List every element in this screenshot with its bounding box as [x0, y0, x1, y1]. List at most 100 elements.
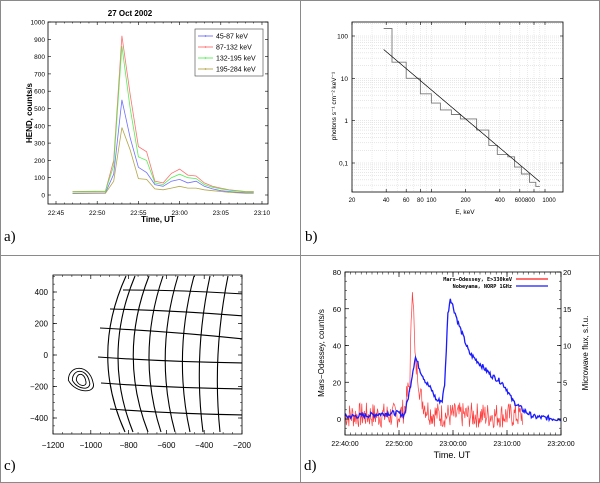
panel-label-a: a): [4, 229, 16, 245]
plot-b-ytick-label: 0,1: [339, 161, 348, 168]
plot-c-xtick-label: −1200: [42, 441, 65, 450]
plot-a-legend-label: 132-195 keV: [216, 56, 256, 63]
plot-b-ytick-label: 100: [337, 34, 348, 41]
plot-a-legend-label: 87-132 keV: [216, 45, 252, 52]
plot-c-solar-grid: [97, 275, 242, 433]
plot-b-xtick-label: 400: [495, 198, 506, 204]
plot-c-ytick-label: −400: [30, 414, 49, 423]
plot-b-xtick-label: 600: [515, 198, 526, 204]
plot-b-xtick-label: 80: [417, 198, 424, 204]
plot-c-contour: [75, 373, 87, 386]
plot-c-latitude-line: [109, 308, 242, 317]
plot-c-contour: [67, 367, 94, 392]
plot-b-xtick-label: 40: [383, 198, 390, 204]
plot-c-xtick-label: −600: [157, 441, 176, 450]
plot-c-longitude-line: [107, 275, 127, 433]
plot-c-ytick-label: 400: [35, 288, 49, 297]
plot-c-ytick-label: 0: [44, 351, 49, 360]
plot-b-xlabel: E, keV: [455, 209, 475, 216]
plot-c-xtick-label: −200: [233, 441, 252, 450]
plot-d-xtick-label: 22:50:00: [385, 441, 412, 448]
plot-a-ytick-label: 200: [34, 158, 45, 165]
plot-c-contour: [71, 370, 91, 389]
plot-c-longitude-line: [164, 275, 179, 433]
plot-a-xtick-label: 23:10: [254, 210, 271, 217]
plot-c-latitude-line: [100, 382, 242, 390]
plot-b-xtick-label: 800: [525, 198, 536, 204]
plot-a-ytick-label: 900: [34, 37, 45, 44]
plot-d-ytick-label-right: 0: [563, 415, 567, 424]
plot-c-latitude-line: [97, 356, 242, 364]
plot-d-xtick-label: 23:10:00: [493, 441, 520, 448]
plot-a-ytick-label: 800: [34, 54, 45, 61]
plot-a-xtick-label: 22:45: [48, 210, 65, 217]
plot-c-xtick-label: −400: [195, 441, 214, 450]
plot-b-xtick-label: 60: [403, 198, 410, 204]
panel-label-b: b): [305, 229, 318, 245]
plot-b-xtick-label: 20: [349, 198, 356, 204]
plot-d-xtick-label: 22:40:00: [331, 441, 358, 448]
plot-d-red-series: [344, 292, 523, 429]
plot-a-ytick-label: 500: [34, 106, 45, 113]
plot-d-legend-label: Mars−Odessey, E>330keV: [443, 277, 512, 283]
plot-a-xtick-label: 22:55: [130, 210, 147, 217]
plot-a-ytick-label: 0: [41, 193, 45, 200]
plot-d-ytick-label-right: 15: [563, 305, 571, 314]
plot-c-frame: [52, 274, 243, 435]
plot-a-series-line: [72, 127, 254, 194]
plot-a-legend-marker: [204, 46, 207, 48]
plot-a-frame: [47, 21, 269, 205]
plot-c-latitude-line: [122, 289, 242, 295]
plot-a-title: 27 Oct 2002: [108, 9, 153, 18]
panel-divider-horizontal: [0, 255, 600, 256]
plot-b-xtick-label: 1000: [542, 198, 556, 204]
plot-a-ytick-label: 400: [34, 123, 45, 130]
plot-d-blue-series: [344, 298, 562, 423]
plot-a-legend-box: [194, 28, 264, 77]
plot-d-ytick-label-right: 5: [563, 378, 567, 387]
plot-d-xtick-label: 23:20:00: [547, 441, 574, 448]
plot-a-ytick-label: 600: [34, 89, 45, 96]
plot-c-longitude-line: [132, 275, 150, 433]
plot-d-xlabel: Time. UT: [434, 450, 471, 460]
plot-d-ytick-label-left: 20: [333, 378, 341, 387]
plot-c-ytick-label: 200: [35, 320, 49, 329]
plot-b-frame: [351, 21, 564, 193]
plot-b-xtick-label: 200: [461, 198, 472, 204]
plot-a-ylabel: HEND, counts/s: [25, 82, 34, 143]
plot-c-ytick-label: −200: [30, 383, 49, 392]
plot-c-latitude-line: [109, 408, 242, 416]
plot-a-legend-marker: [204, 57, 207, 59]
plot-d-ytick-label-right: 10: [563, 342, 571, 351]
plot-a-series-line: [72, 99, 254, 194]
plot-b-histogram: [383, 28, 540, 187]
plot-d-ylabel-left: Mars−Odessey, counts/s: [317, 309, 326, 397]
plot-c-xtick-label: −800: [120, 441, 139, 450]
plot-d-ylabel-right: Microwave flux, s.f.u.: [581, 316, 590, 391]
plot-c-longitude-line: [117, 275, 136, 433]
plot-c-latitude-line: [99, 327, 242, 340]
plot-a-ytick-label: 300: [34, 141, 45, 148]
plot-b-ylabel: photons s⁻¹ cm⁻² keV⁻¹: [331, 71, 338, 140]
plot-c-longitude-line: [216, 275, 229, 433]
plot-a-legend-label: 195-284 keV: [216, 67, 256, 74]
plot-d-ytick-label-left: 0: [337, 415, 341, 424]
plot-b-ytick-label: 1: [344, 118, 348, 125]
plot-a-xtick-label: 22:50: [89, 210, 106, 217]
plot-d-ytick-label-left: 80: [333, 268, 341, 277]
plot-a-legend-marker: [204, 68, 207, 70]
plot-a-ytick-label: 100: [34, 175, 45, 182]
plot-a-xlabel: Time, UT: [141, 215, 175, 224]
plot-a-legend-marker: [204, 35, 207, 37]
plot-a-xtick-label: 23:00: [171, 210, 188, 217]
plot-a-ytick-label: 1000: [31, 20, 46, 27]
plot-d-ytick-label-left: 60: [333, 305, 341, 314]
plot-a-series-line: [72, 35, 254, 192]
plot-c-longitude-line: [198, 275, 211, 433]
panel-label-c: c): [4, 458, 16, 474]
plot-a-series-line: [72, 46, 254, 193]
plot-d-legend-label: Nobeyama, NORP 1GHz: [453, 284, 512, 290]
plot-c-longitude-line: [181, 275, 195, 433]
plot-b-xtick-label: 100: [426, 198, 437, 204]
